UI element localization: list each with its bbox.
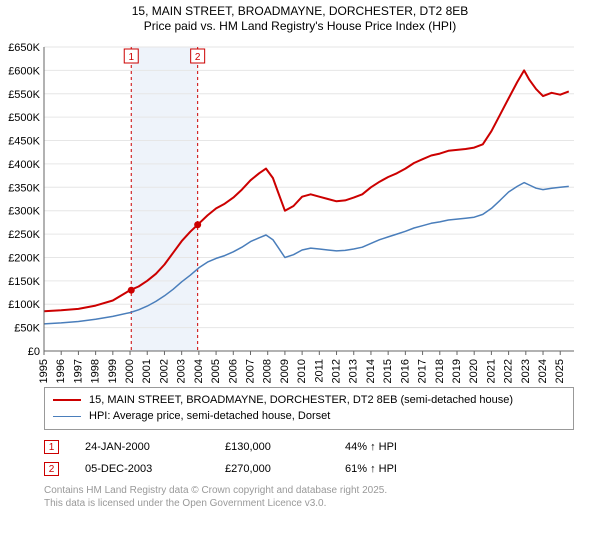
legend-item-hpi: HPI: Average price, semi-detached house,… [53, 408, 565, 424]
svg-text:£250K: £250K [8, 229, 40, 241]
legend-label: HPI: Average price, semi-detached house,… [89, 410, 330, 422]
attribution-line: This data is licensed under the Open Gov… [44, 497, 600, 510]
svg-text:2016: 2016 [399, 359, 411, 383]
svg-text:2001: 2001 [141, 359, 153, 383]
svg-text:£500K: £500K [8, 112, 40, 124]
line-chart: £0£50K£100K£150K£200K£250K£300K£350K£400… [44, 39, 584, 379]
event-row: 1 24-JAN-2000 £130,000 44% ↑ HPI [44, 436, 574, 458]
svg-text:2008: 2008 [262, 359, 274, 383]
svg-text:2002: 2002 [158, 359, 170, 383]
title-block: 15, MAIN STREET, BROADMAYNE, DORCHESTER,… [0, 0, 600, 33]
chart-container: 15, MAIN STREET, BROADMAYNE, DORCHESTER,… [0, 0, 600, 560]
svg-text:£400K: £400K [8, 159, 40, 171]
svg-text:1999: 1999 [107, 359, 119, 383]
svg-text:2000: 2000 [124, 359, 136, 383]
svg-text:£200K: £200K [8, 252, 40, 264]
event-date: 05-DEC-2003 [85, 463, 225, 475]
svg-text:2005: 2005 [210, 359, 222, 383]
svg-text:2024: 2024 [537, 359, 549, 383]
event-row: 2 05-DEC-2003 £270,000 61% ↑ HPI [44, 458, 574, 480]
event-price: £270,000 [225, 463, 345, 475]
svg-text:2013: 2013 [348, 359, 360, 383]
svg-text:1: 1 [128, 52, 134, 63]
svg-text:2010: 2010 [296, 359, 308, 383]
svg-text:2: 2 [195, 52, 201, 63]
svg-text:2009: 2009 [279, 359, 291, 383]
legend-label: 15, MAIN STREET, BROADMAYNE, DORCHESTER,… [89, 394, 513, 406]
svg-text:2025: 2025 [554, 359, 566, 383]
svg-text:1995: 1995 [38, 359, 50, 383]
svg-text:2020: 2020 [468, 359, 480, 383]
svg-text:£450K: £450K [8, 136, 40, 148]
svg-text:£0: £0 [28, 346, 40, 358]
event-date: 24-JAN-2000 [85, 441, 225, 453]
event-price: £130,000 [225, 441, 345, 453]
svg-text:2022: 2022 [503, 359, 515, 383]
svg-text:2019: 2019 [451, 359, 463, 383]
svg-text:£300K: £300K [8, 206, 40, 218]
event-hpi: 44% ↑ HPI [345, 441, 397, 453]
svg-text:£600K: £600K [8, 65, 40, 77]
svg-text:2011: 2011 [313, 359, 325, 383]
legend-swatch [53, 416, 81, 417]
svg-text:£550K: £550K [8, 89, 40, 101]
svg-text:2006: 2006 [227, 359, 239, 383]
svg-text:2023: 2023 [520, 359, 532, 383]
svg-text:£150K: £150K [8, 276, 40, 288]
event-table: 1 24-JAN-2000 £130,000 44% ↑ HPI 2 05-DE… [44, 436, 574, 480]
attribution: Contains HM Land Registry data © Crown c… [44, 484, 600, 510]
event-marker-1: 1 [44, 440, 59, 454]
svg-text:2018: 2018 [434, 359, 446, 383]
title-subtitle: Price paid vs. HM Land Registry's House … [0, 19, 600, 33]
svg-text:£50K: £50K [14, 323, 40, 335]
legend-swatch [53, 399, 81, 401]
svg-text:2017: 2017 [417, 359, 429, 383]
legend-item-property: 15, MAIN STREET, BROADMAYNE, DORCHESTER,… [53, 392, 565, 408]
title-address: 15, MAIN STREET, BROADMAYNE, DORCHESTER,… [0, 4, 600, 18]
svg-text:£100K: £100K [8, 299, 40, 311]
svg-text:£350K: £350K [8, 182, 40, 194]
svg-text:2015: 2015 [382, 359, 394, 383]
legend: 15, MAIN STREET, BROADMAYNE, DORCHESTER,… [44, 387, 574, 430]
event-hpi: 61% ↑ HPI [345, 463, 397, 475]
svg-text:1996: 1996 [55, 359, 67, 383]
svg-text:2003: 2003 [176, 359, 188, 383]
svg-text:1997: 1997 [72, 359, 84, 383]
chart-area: £0£50K£100K£150K£200K£250K£300K£350K£400… [44, 39, 600, 379]
svg-text:2004: 2004 [193, 359, 205, 383]
svg-text:2014: 2014 [365, 359, 377, 383]
attribution-line: Contains HM Land Registry data © Crown c… [44, 484, 600, 497]
svg-text:£650K: £650K [8, 42, 40, 54]
event-marker-2: 2 [44, 462, 59, 476]
svg-text:2007: 2007 [244, 359, 256, 383]
svg-text:2021: 2021 [485, 359, 497, 383]
svg-text:2012: 2012 [331, 359, 343, 383]
svg-text:1998: 1998 [90, 359, 102, 383]
